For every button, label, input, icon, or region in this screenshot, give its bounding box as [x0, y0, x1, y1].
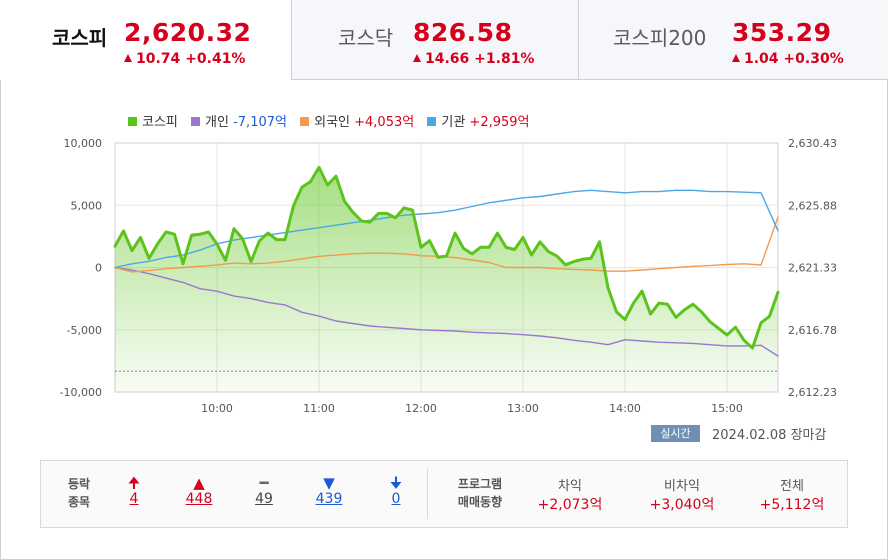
x-tick-label: 15:00 — [711, 402, 743, 415]
kospi-area-fill — [115, 167, 778, 392]
arbitrage-stat: 차익 +2,073억 — [527, 475, 613, 514]
tab-kospi-price: 2,620.32 — [124, 18, 252, 47]
unchanged-stat: ━ 49 — [246, 475, 282, 507]
total-stat: 전체 +5,112억 — [749, 475, 835, 514]
tab-kosdaq-price: 826.58 — [413, 18, 513, 47]
program-label-line1: 프로그램 — [457, 477, 503, 491]
lower-limit-arrow-icon: 🠋 — [389, 474, 403, 492]
x-tick-label: 13:00 — [507, 402, 539, 415]
non-arbitrage-value: +3,040억 — [649, 497, 715, 513]
date-stamp: 2024.02.08 장마감 — [712, 424, 826, 443]
arbitrage-value: +2,073억 — [537, 497, 603, 513]
tab-kosdaq-change: 14.66 +1.81% — [413, 51, 534, 67]
legend-kospi[interactable]: 코스피 — [128, 111, 178, 130]
y-left-tick-label: 0 — [95, 262, 102, 275]
down-triangle-icon: ▼ — [323, 474, 335, 492]
line-layer — [113, 165, 780, 357]
non-arbitrage-stat: 비차익 +3,040억 — [639, 475, 725, 514]
tab-kospi200-change: 1.04 +0.30% — [732, 51, 844, 67]
date-text: 2024.02.08 — [712, 428, 787, 443]
breadth-label: 등락 종목 — [59, 475, 99, 511]
y-right-tick-label: 2,625.88 — [788, 199, 837, 212]
tab-kospi-name: 코스피 — [52, 26, 108, 50]
breadth-label-line1: 등락 — [67, 477, 91, 491]
realtime-badge: 실시간 — [651, 425, 700, 442]
y-right-tick-label: 2,612.23 — [788, 386, 837, 399]
series-line-individual — [114, 266, 779, 357]
up-triangle-icon: ▲ — [193, 474, 205, 492]
program-label: 프로그램 매매동향 — [445, 475, 515, 511]
legend-foreign-label: 외국인 — [314, 115, 350, 130]
tab-kospi-change-text: 10.74 +0.41% — [136, 51, 246, 67]
lower-limit-stat: 🠋 0 — [381, 475, 411, 507]
label-layer: 10,000 2,630.43 5,000 2,625.88 0 2,621.33 -5,0… — [60, 137, 837, 415]
x-tick-label: 11:00 — [303, 402, 335, 415]
y-right-tick-label: 2,616.78 — [788, 324, 837, 337]
x-tick-label: 10:00 — [201, 402, 233, 415]
market-closed-text: 장마감 — [790, 428, 827, 443]
series-line-institution — [114, 189, 779, 269]
unchanged-count[interactable]: 49 — [255, 491, 273, 507]
program-label-line2: 매매동향 — [457, 495, 503, 509]
legend-foreign-value: +4,053억 — [354, 115, 415, 130]
legend-individual-value: -7,107억 — [233, 115, 287, 130]
tab-kospi-change: 10.74 +0.41% — [124, 51, 245, 67]
upper-limit-arrow-icon: 🠉 — [127, 474, 141, 492]
up-stat: ▲ 448 — [181, 475, 217, 507]
lower-limit-count[interactable]: 0 — [391, 491, 401, 507]
area-layer — [115, 167, 778, 392]
y-right-tick-label: 2,621.33 — [788, 262, 837, 275]
tab-kospi200[interactable]: 코스피200 353.29 1.04 +0.30% — [578, 0, 888, 80]
up-triangle-icon — [732, 54, 740, 62]
tab-kosdaq-change-text: 14.66 +1.81% — [425, 51, 535, 67]
legend-foreign[interactable]: 외국인 +4,053억 — [300, 111, 414, 130]
market-breadth-panel: 등락 종목 🠉 4 ▲ 448 ━ 49 ▼ 439 🠋 0 프로그램 매매동향… — [40, 460, 848, 528]
legend-swatch-individual — [191, 117, 201, 126]
total-label: 전체 — [780, 479, 804, 494]
y-left-tick-label: -10,000 — [60, 386, 102, 399]
legend-kospi-label: 코스피 — [142, 115, 178, 130]
index-tabs: 코스피 2,620.32 10.74 +0.41% 코스닥 826.58 14.… — [0, 0, 888, 82]
breadth-label-line2: 종목 — [67, 495, 91, 509]
up-triangle-icon — [124, 54, 132, 62]
chart-legend: 코스피 개인 -7,107억 외국인 +4,053억 기관 +2,959억 — [128, 111, 539, 130]
dash-icon: ━ — [259, 474, 269, 492]
legend-individual[interactable]: 개인 -7,107억 — [191, 111, 287, 130]
x-tick-label: 12:00 — [405, 402, 437, 415]
down-count[interactable]: 439 — [315, 491, 343, 507]
series-line-kospi — [113, 165, 780, 350]
legend-swatch-kospi — [128, 117, 137, 126]
legend-individual-label: 개인 — [205, 115, 229, 130]
y-right-tick-label: 2,630.43 — [788, 137, 837, 150]
non-arbitrage-label: 비차익 — [664, 479, 700, 494]
x-tick-label: 14:00 — [609, 402, 641, 415]
up-count[interactable]: 448 — [185, 491, 213, 507]
legend-swatch-institution — [427, 117, 437, 126]
tab-kosdaq[interactable]: 코스닥 826.58 14.66 +1.81% — [291, 0, 578, 80]
tab-kospi200-change-text: 1.04 +0.30% — [744, 51, 844, 67]
y-left-tick-label: 5,000 — [71, 199, 103, 212]
upper-limit-count[interactable]: 4 — [129, 491, 139, 507]
tab-kospi[interactable]: 코스피 2,620.32 10.74 +0.41% — [0, 0, 291, 80]
y-left-tick-label: -5,000 — [67, 324, 102, 337]
up-triangle-icon — [413, 54, 421, 62]
total-value: +5,112억 — [759, 497, 825, 513]
tab-kospi200-price: 353.29 — [732, 18, 832, 47]
down-stat: ▼ 439 — [311, 475, 347, 507]
legend-swatch-foreign — [300, 117, 310, 126]
y-left-tick-label: 10,000 — [64, 137, 103, 150]
legend-institution[interactable]: 기관 +2,959억 — [427, 111, 530, 130]
legend-institution-value: +2,959억 — [469, 115, 530, 130]
legend-institution-label: 기관 — [441, 115, 466, 130]
panel-divider — [427, 469, 428, 519]
upper-limit-stat: 🠉 4 — [119, 475, 149, 507]
tab-kosdaq-name: 코스닥 — [338, 26, 394, 50]
arbitrage-label: 차익 — [558, 479, 582, 494]
tab-kospi200-name: 코스피200 — [613, 26, 707, 50]
